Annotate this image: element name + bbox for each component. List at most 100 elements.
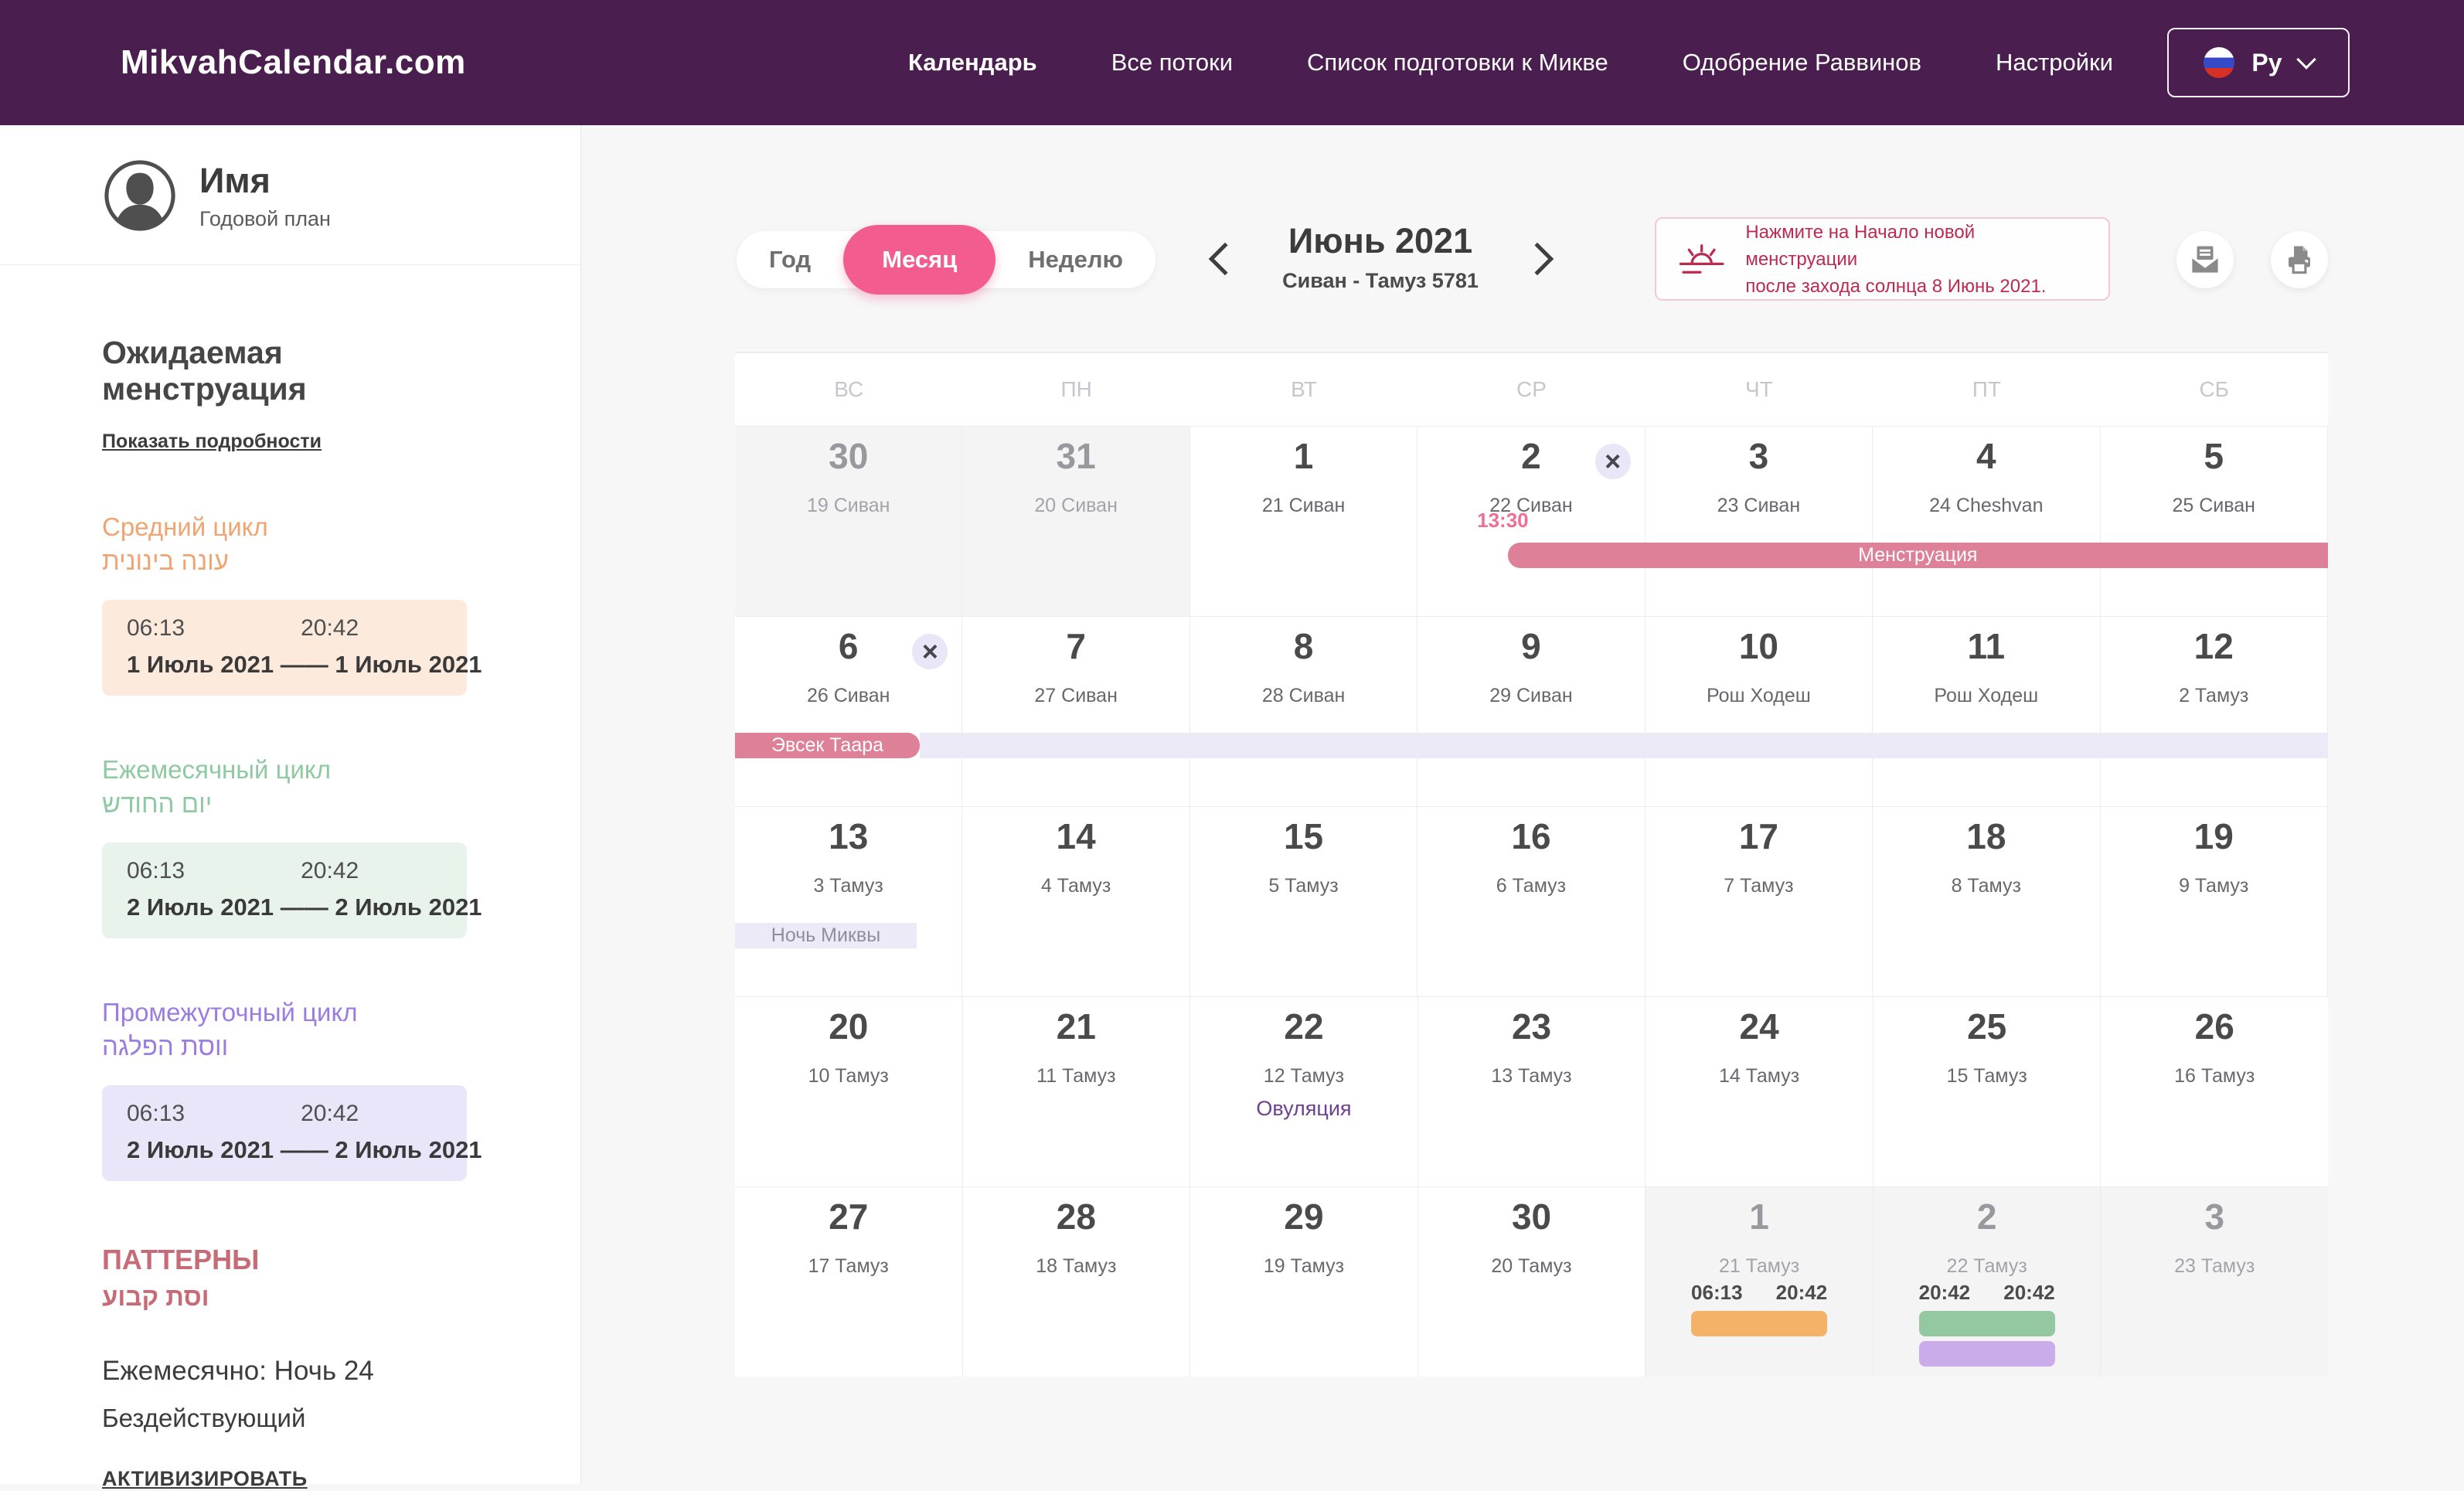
dow-sunday: ВС xyxy=(834,377,864,401)
calendar-day-cell[interactable]: 21 11 Тамуз xyxy=(962,997,1191,1186)
app-logo: MikvahCalendar.com xyxy=(121,43,466,81)
calendar-day-cell[interactable]: 11 Рош Ходеш xyxy=(1873,617,2101,806)
calendar-day-cell[interactable]: 16 6 Тамуз xyxy=(1417,807,1646,996)
monthly-cycle-title: Ежемесячный цикл xyxy=(102,755,331,784)
day-hebrew-date: 6 Тамуз xyxy=(1496,875,1567,897)
calendar-day-cell[interactable]: 18 8 Тамуз xyxy=(1873,807,2101,996)
sunrise-time: 06:13 xyxy=(127,858,185,883)
calendar-day-cell[interactable]: 28 18 Тамуз xyxy=(962,1187,1191,1377)
average-cycle-hebrew: עונה בינונית xyxy=(102,546,229,575)
day-hebrew-date: 12 Тамуз xyxy=(1263,1065,1345,1087)
calendar-day-cell[interactable]: 23 13 Тамуз xyxy=(1417,997,1646,1186)
calendar-day-cell[interactable]: 12 2 Тамуз xyxy=(2100,617,2328,806)
day-number: 21 xyxy=(1056,1006,1096,1047)
remove-event-button[interactable] xyxy=(912,634,948,669)
day-hebrew-date: 2 Тамуз xyxy=(2179,685,2249,706)
day-hebrew-date: 24 Cheshvan xyxy=(1929,495,2044,516)
calendar-day-cell[interactable]: 10 Рош Ходеш xyxy=(1645,617,1874,806)
day-number: 17 xyxy=(1738,816,1778,856)
email-button[interactable] xyxy=(2176,231,2234,288)
day-hebrew-date: 29 Сиван xyxy=(1489,685,1573,706)
clean-days-bar[interactable] xyxy=(920,733,2328,758)
calendar-day-cell[interactable]: 2 22 Тамуз 20:42 20:42 xyxy=(1873,1187,2102,1377)
average-cycle-range: 1 Июль 2021 —— 1 Июль 2021 xyxy=(127,651,482,678)
average-cycle-event-bar[interactable] xyxy=(1691,1311,1828,1336)
calendar-day-cell[interactable]: 17 7 Тамуз xyxy=(1645,807,1874,996)
hefsek-bar-label: Эвсек Таара xyxy=(771,734,884,756)
calendar-day-cell[interactable]: 15 5 Тамуз xyxy=(1189,807,1418,996)
day-hebrew-date: 20 Тамуз xyxy=(1491,1255,1572,1277)
main-area: Год Месяц Неделю Июнь 2021 Сиван - Тамуз… xyxy=(581,125,2464,1484)
view-switcher: Год Месяц Неделю xyxy=(737,225,1156,294)
calendar-day-cell[interactable]: 3 23 Тамуз xyxy=(2101,1187,2329,1377)
show-details-link[interactable]: Показать подробности xyxy=(102,431,322,452)
day-number: 12 xyxy=(2193,626,2234,666)
monthly-cycle-event-bar[interactable] xyxy=(1918,1311,2055,1336)
view-week-button[interactable]: Неделю xyxy=(1028,246,1124,273)
calendar-day-cell[interactable]: 30 20 Тамуз xyxy=(1417,1187,1646,1377)
profile-texts: Имя Годовой план xyxy=(199,161,331,231)
sunset-time: 20:42 xyxy=(301,858,359,883)
nav-item-all-flows[interactable]: Все потоки xyxy=(1111,49,1234,76)
calendar-day-cell[interactable]: 25 15 Тамуз xyxy=(1873,997,2102,1186)
average-cycle-card: 06:13 20:42 1 Июль 2021 —— 1 Июль 2021 xyxy=(102,600,482,696)
sunrise-time: 20:42 xyxy=(1918,1281,1971,1304)
day-hebrew-date: 21 Сиван xyxy=(1261,495,1346,516)
day-number: 19 xyxy=(2193,816,2234,856)
calendar-day-cell[interactable]: 2 22 Сиван xyxy=(1417,427,1646,616)
calendar-day-cell[interactable]: 9 29 Сиван xyxy=(1417,617,1646,806)
calendar-day-cell[interactable]: 20 10 Тамуз xyxy=(735,997,963,1186)
day-number: 25 xyxy=(1967,1006,2007,1047)
day-number: 30 xyxy=(1511,1197,1552,1237)
calendar-day-cell[interactable]: 14 4 Тамуз xyxy=(962,807,1190,996)
activate-link[interactable]: АКТИВИЗИРОВАТЬ xyxy=(102,1467,308,1490)
view-month-button[interactable]: Месяц xyxy=(843,225,996,294)
sunset-time: 20:42 xyxy=(301,1101,359,1126)
print-button[interactable] xyxy=(2271,231,2328,288)
nav-item-settings[interactable]: Настройки xyxy=(1995,49,2113,76)
language-selector[interactable]: Ру xyxy=(2167,28,2350,97)
calendar-day-cell[interactable]: 26 16 Тамуз xyxy=(2101,997,2329,1186)
calendar-day-cell[interactable]: 13 3 Тамуз xyxy=(735,807,963,996)
day-number: 2 xyxy=(1976,1197,1997,1237)
patterns-title: ПАТТЕРНЫ xyxy=(102,1244,260,1275)
nav-item-mikvah-prep-list[interactable]: Список подготовки к Микве xyxy=(1307,49,1608,76)
calendar-day-cell[interactable]: 4 24 Cheshvan xyxy=(1873,427,2101,616)
view-year-button[interactable]: Год xyxy=(769,246,812,273)
day-hebrew-date: 3 Тамуз xyxy=(813,875,883,897)
nav-item-rabbi-approval[interactable]: Одобрение Раввинов xyxy=(1682,49,1921,76)
calendar-day-cell[interactable]: 6 26 Сиван xyxy=(735,617,963,806)
hefsek-tahara-bar[interactable]: Эвсек Таара xyxy=(735,733,921,758)
day-number: 1 xyxy=(1749,1197,1769,1237)
day-number: 31 xyxy=(1056,436,1096,476)
dow-wednesday: СР xyxy=(1516,377,1547,401)
calendar-day-cell[interactable]: 31 20 Сиван xyxy=(962,427,1190,616)
calendar-day-cell[interactable]: 22 12 Тамуз Овуляция xyxy=(1190,997,1418,1186)
remove-event-button[interactable] xyxy=(1594,444,1631,479)
calendar-day-cell[interactable]: 1 21 Тамуз 06:13 20:42 xyxy=(1646,1187,1874,1377)
calendar-day-cell[interactable]: 7 27 Сиван xyxy=(962,617,1190,806)
calendar-day-cell[interactable]: 3 23 Сиван xyxy=(1645,427,1874,616)
day-number: 22 xyxy=(1284,1006,1324,1047)
day-hebrew-date: 20 Сиван xyxy=(1034,495,1118,516)
calendar-day-cell[interactable]: 5 25 Сиван xyxy=(2100,427,2328,616)
day-number: 11 xyxy=(1967,626,2006,666)
calendar-day-cell[interactable]: 27 17 Тамуз xyxy=(735,1187,963,1377)
day-number: 3 xyxy=(1748,436,1769,476)
calendar-day-cell[interactable]: 30 19 Сиван xyxy=(735,427,963,616)
sunset-time: 20:42 xyxy=(301,615,359,641)
interval-cycle-hebrew: ווסת הפלגה xyxy=(102,1032,229,1060)
calendar-day-cell[interactable]: 1 21 Сиван xyxy=(1189,427,1418,616)
interval-cycle-event-bar[interactable] xyxy=(1918,1341,2055,1367)
monthly-cycle-times: 06:13 20:42 xyxy=(127,858,467,884)
pattern-status-text: Бездействующий xyxy=(102,1404,306,1432)
calendar-day-cell[interactable]: 19 9 Тамуз xyxy=(2100,807,2328,996)
mikvah-night-badge[interactable]: Ночь Миквы xyxy=(735,923,917,948)
menstruation-event-bar[interactable]: Менструация xyxy=(1507,543,2328,568)
monthly-cycle-range: 2 Июль 2021 —— 2 Июль 2021 xyxy=(127,894,482,921)
calendar-day-cell[interactable]: 8 28 Сиван xyxy=(1189,617,1418,806)
day-hebrew-date: 9 Тамуз xyxy=(2179,875,2249,897)
calendar-day-cell[interactable]: 29 19 Тамуз xyxy=(1190,1187,1418,1377)
nav-item-calendar[interactable]: Календарь xyxy=(907,49,1037,76)
calendar-day-cell[interactable]: 24 14 Тамуз xyxy=(1646,997,1874,1186)
